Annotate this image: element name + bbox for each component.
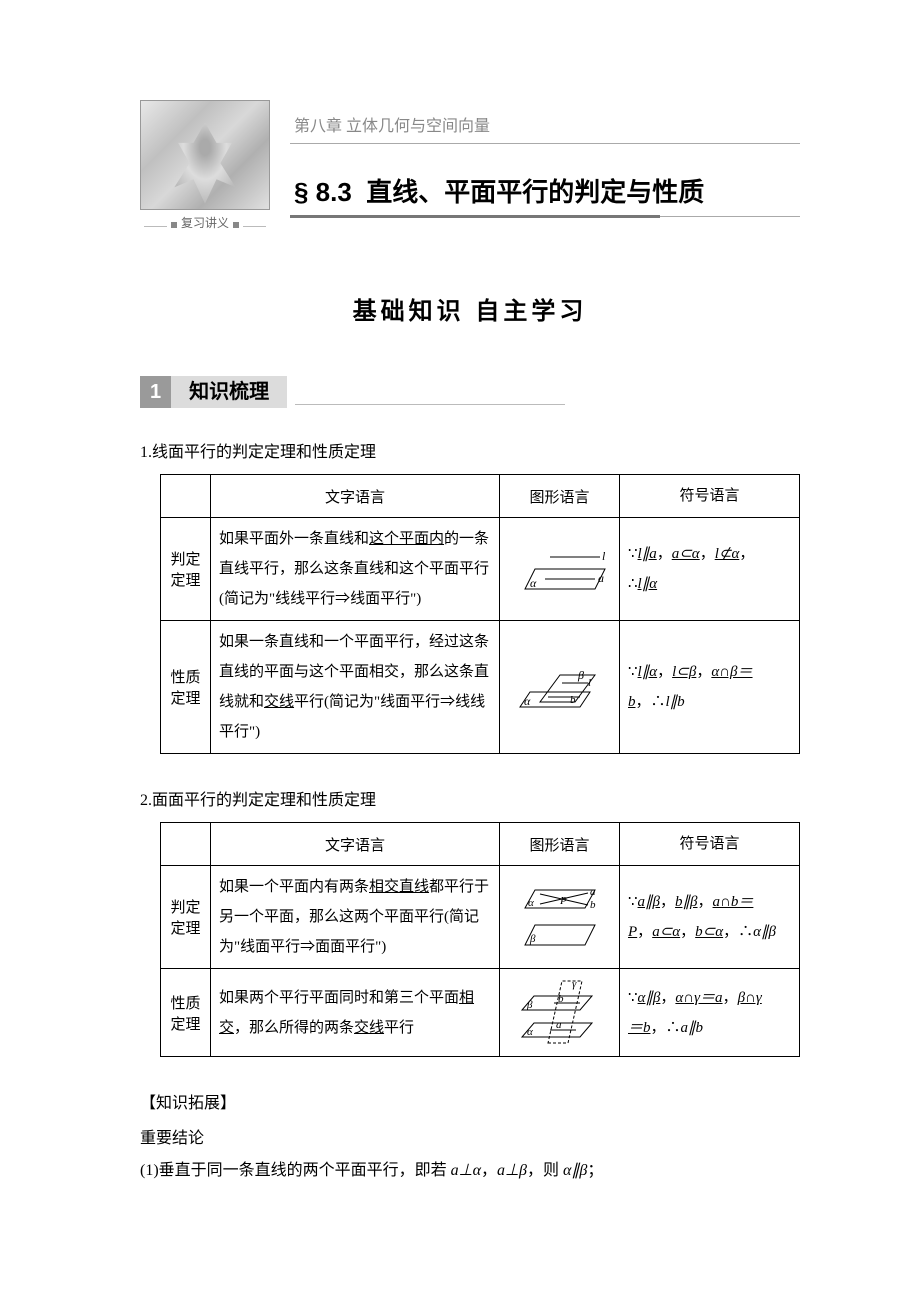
table1-heading: 1.线面平行的判定定理和性质定理: [140, 438, 800, 462]
table-header: 文字语言: [211, 475, 500, 518]
parallelogram-line-icon: l a α: [510, 539, 610, 599]
table-header: 文字语言: [211, 823, 500, 866]
extension-line: (1)垂直于同一条直线的两个平面平行，即若 a⊥α，a⊥β，则 α∥β；: [140, 1155, 800, 1187]
decorative-church-image: [140, 100, 270, 210]
main-heading: 基础知识 自主学习: [140, 291, 800, 326]
chapter-rule: [290, 142, 800, 144]
row-label: 判定定理: [161, 518, 211, 621]
svg-text:γ: γ: [572, 978, 577, 990]
table-header: 图形语言: [500, 823, 620, 866]
subsection-number: 1: [140, 376, 171, 408]
row-label: 性质定理: [161, 969, 211, 1057]
diagram-cell: l a α: [500, 518, 620, 621]
svg-text:β: β: [529, 933, 536, 945]
svg-text:a: a: [590, 886, 596, 898]
svg-text:α: α: [527, 1026, 533, 1038]
section-title: § 8.3 直线、平面平行的判定与性质: [290, 172, 800, 209]
diagram-cell: a b P α β: [500, 866, 620, 969]
svg-text:b: b: [570, 694, 576, 706]
two-plane-intersect-icon: β l b α: [510, 657, 610, 717]
subsection-line: [295, 376, 565, 405]
subsection-label: 知识梳理: [171, 376, 287, 408]
theorem-text: 如果两个平行平面同时和第三个平面相交，那么所得的两条交线平行: [211, 969, 500, 1057]
header-text-block: 第八章 立体几何与空间向量 § 8.3 直线、平面平行的判定与性质: [290, 100, 800, 218]
section-rule: [290, 215, 800, 218]
svg-text:a: a: [556, 1019, 562, 1031]
two-parallel-planes-icon: a b P α β: [510, 880, 610, 955]
svg-text:α: α: [530, 576, 537, 590]
svg-text:l: l: [602, 549, 606, 563]
svg-text:b: b: [590, 899, 596, 911]
svg-text:P: P: [559, 895, 567, 907]
table-header: 图形语言: [500, 475, 620, 518]
chapter-label: 第八章 立体几何与空间向量: [290, 112, 800, 142]
symbol-cell: ∵l∥a，a⊂α，l⊄α，∴l∥α: [620, 518, 800, 621]
image-caption: 复习讲义: [181, 214, 229, 231]
svg-text:b: b: [558, 993, 564, 1005]
table2-heading: 2.面面平行的判定定理和性质定理: [140, 786, 800, 810]
table-header: 符号语言: [620, 475, 800, 518]
three-plane-intersect-icon: a b γ β α: [510, 975, 610, 1050]
subsection-header: 1 知识梳理: [140, 376, 800, 408]
theorem-text: 如果一条直线和一个平面平行，经过这条直线的平面与这个平面相交，那么这条直线就和交…: [211, 621, 500, 754]
page-header: 复习讲义 第八章 立体几何与空间向量 § 8.3 直线、平面平行的判定与性质: [140, 100, 800, 231]
diagram-cell: a b γ β α: [500, 969, 620, 1057]
theorem-text: 如果平面外一条直线和这个平面内的一条直线平行，那么这条直线和这个平面平行(简记为…: [211, 518, 500, 621]
row-label: 性质定理: [161, 621, 211, 754]
table1: 文字语言 图形语言 符号语言 判定定理 如果平面外一条直线和这个平面内的一条直线…: [160, 474, 800, 754]
extension-title: 【知识拓展】: [140, 1089, 800, 1113]
symbol-cell: ∵l∥α，l⊂β，α∩β＝b，∴l∥b: [620, 621, 800, 754]
svg-text:α: α: [524, 694, 531, 708]
row-label: 判定定理: [161, 866, 211, 969]
svg-text:β: β: [526, 999, 533, 1011]
theorem-text: 如果一个平面内有两条相交直线都平行于另一个平面，那么这两个平面平行(简记为"线面…: [211, 866, 500, 969]
table-header: 符号语言: [620, 823, 800, 866]
image-caption-row: 复习讲义: [140, 214, 270, 231]
diagram-cell: β l b α: [500, 621, 620, 754]
svg-text:l: l: [588, 677, 591, 689]
svg-text:β: β: [577, 668, 584, 682]
symbol-cell: ∵a∥β，b∥β，a∩b＝P，a⊂α，b⊂α，∴α∥β: [620, 866, 800, 969]
svg-text:a: a: [598, 571, 604, 585]
extension-subtitle: 重要结论: [140, 1123, 800, 1155]
header-image-block: 复习讲义: [140, 100, 270, 231]
svg-text:α: α: [528, 897, 534, 909]
symbol-cell: ∵α∥β，α∩γ＝a，β∩γ＝b，∴a∥b: [620, 969, 800, 1057]
table2: 文字语言 图形语言 符号语言 判定定理 如果一个平面内有两条相交直线都平行于另一…: [160, 822, 800, 1057]
